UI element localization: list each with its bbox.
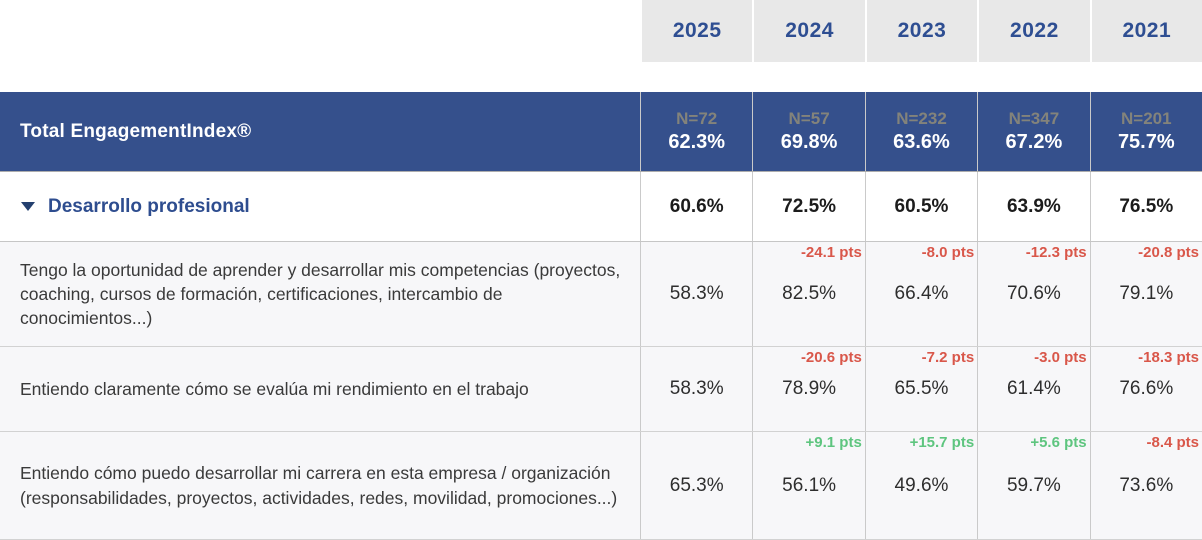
score: 76.6% xyxy=(1119,378,1174,399)
sample-size-2021: N=201 xyxy=(1121,109,1172,128)
score: 49.6% xyxy=(894,474,949,496)
header-gap xyxy=(0,62,1202,92)
score: 56.1% xyxy=(782,474,837,496)
score: 65.5% xyxy=(894,378,949,399)
question2-cell-2023: -7.2 pts 65.5% xyxy=(864,347,977,431)
question1-cell-2021: -20.8 pts 79.1% xyxy=(1089,242,1202,346)
collapse-triangle-icon xyxy=(21,202,35,211)
total-engagement-label: Total EngagementIndex® xyxy=(20,120,252,142)
category-label: Desarrollo profesional xyxy=(48,195,250,217)
total-score-2022: 67.2% xyxy=(1005,131,1063,153)
total-score-2025: 62.3% xyxy=(668,131,726,153)
sample-size-2024: N=57 xyxy=(788,109,830,128)
delta-badge: -8.0 pts xyxy=(921,244,975,261)
year-header-2021: 2021 xyxy=(1089,0,1202,62)
question-label: Entiendo cómo puedo desarrollar mi carre… xyxy=(20,463,618,508)
question3-cell-2024: +9.1 pts 56.1% xyxy=(752,432,864,539)
delta-badge: +5.6 pts xyxy=(1030,434,1087,451)
delta-badge: -20.8 pts xyxy=(1138,244,1199,261)
category-row-desarrollo-profesional[interactable]: Desarrollo profesional 60.6% 72.5% 60.5%… xyxy=(0,172,1202,242)
score: 73.6% xyxy=(1119,474,1174,496)
total-engagement-row: Total EngagementIndex® N=72 62.3% N=57 6… xyxy=(0,92,1202,172)
delta-badge: +9.1 pts xyxy=(805,434,862,451)
delta-badge: +15.7 pts xyxy=(909,434,975,451)
question2-cell-2025: 58.3% xyxy=(640,347,752,431)
total-cell-2023: N=232 63.6% xyxy=(864,92,977,171)
total-cell-2024: N=57 69.8% xyxy=(752,92,864,171)
year-header-spacer xyxy=(0,0,640,62)
total-cell-2022: N=347 67.2% xyxy=(977,92,1089,171)
sample-size-2022: N=347 xyxy=(1008,109,1060,128)
score: 70.6% xyxy=(1006,283,1061,304)
score: 78.9% xyxy=(782,378,837,399)
year-header-row: 2025 2024 2023 2022 2021 xyxy=(0,0,1202,62)
score: 79.1% xyxy=(1119,283,1174,304)
score: 58.3% xyxy=(669,283,724,304)
delta-badge: -12.3 pts xyxy=(1025,244,1087,261)
score: 61.4% xyxy=(1006,378,1061,399)
delta-badge: -20.6 pts xyxy=(800,349,862,366)
question3-cell-2022: +5.6 pts 59.7% xyxy=(977,432,1089,539)
category-score-2024: 72.5% xyxy=(752,172,864,241)
category-score-2021: 76.5% xyxy=(1089,172,1202,241)
delta-badge: -18.3 pts xyxy=(1138,349,1199,366)
total-score-2024: 69.8% xyxy=(780,131,838,153)
sample-size-2025: N=72 xyxy=(676,109,718,128)
score: 82.5% xyxy=(782,283,837,304)
year-header-2025: 2025 xyxy=(640,0,753,62)
category-label-cell[interactable]: Desarrollo profesional xyxy=(0,172,640,241)
score: 66.4% xyxy=(894,283,949,304)
year-header-2022: 2022 xyxy=(977,0,1090,62)
question1-cell-2024: -24.1 pts 82.5% xyxy=(752,242,864,346)
category-score-2023: 60.5% xyxy=(864,172,977,241)
year-header-2023: 2023 xyxy=(864,0,978,62)
question1-cell-2025: 58.3% xyxy=(640,242,752,346)
delta-badge: -3.0 pts xyxy=(1034,349,1087,366)
total-cell-2021: N=201 75.7% xyxy=(1089,92,1202,171)
total-score-2021: 75.7% xyxy=(1117,131,1175,153)
question2-cell-2021: -18.3 pts 76.6% xyxy=(1089,347,1202,431)
delta-badge: -7.2 pts xyxy=(921,349,975,366)
question2-cell-2024: -20.6 pts 78.9% xyxy=(752,347,864,431)
question-row-aprender-competencias: Tengo la oportunidad de aprender y desar… xyxy=(0,242,1202,347)
total-cell-2025: N=72 62.3% xyxy=(640,92,752,171)
score: 65.3% xyxy=(669,474,724,496)
question3-cell-2023: +15.7 pts 49.6% xyxy=(864,432,977,539)
question-row-evaluacion-rendimiento: Entiendo claramente cómo se evalúa mi re… xyxy=(0,347,1202,432)
question3-cell-2025: 65.3% xyxy=(640,432,752,539)
score: 58.3% xyxy=(669,378,724,399)
question1-cell-2023: -8.0 pts 66.4% xyxy=(864,242,977,346)
score: 59.7% xyxy=(1006,474,1061,496)
delta-badge: -24.1 pts xyxy=(800,244,862,261)
question-label: Tengo la oportunidad de aprender y desar… xyxy=(20,259,621,329)
question1-cell-2022: -12.3 pts 70.6% xyxy=(977,242,1089,346)
category-score-2025: 60.6% xyxy=(640,172,752,241)
question3-cell-2021: -8.4 pts 73.6% xyxy=(1089,432,1202,539)
delta-badge: -8.4 pts xyxy=(1146,434,1199,451)
question-row-desarrollar-carrera: Entiendo cómo puedo desarrollar mi carre… xyxy=(0,432,1202,540)
question-label: Entiendo claramente cómo se evalúa mi re… xyxy=(20,378,529,399)
category-score-2022: 63.9% xyxy=(977,172,1089,241)
year-header-2024: 2024 xyxy=(752,0,865,62)
total-score-2023: 63.6% xyxy=(893,131,950,153)
sample-size-2023: N=232 xyxy=(896,109,947,128)
question2-cell-2022: -3.0 pts 61.4% xyxy=(977,347,1089,431)
